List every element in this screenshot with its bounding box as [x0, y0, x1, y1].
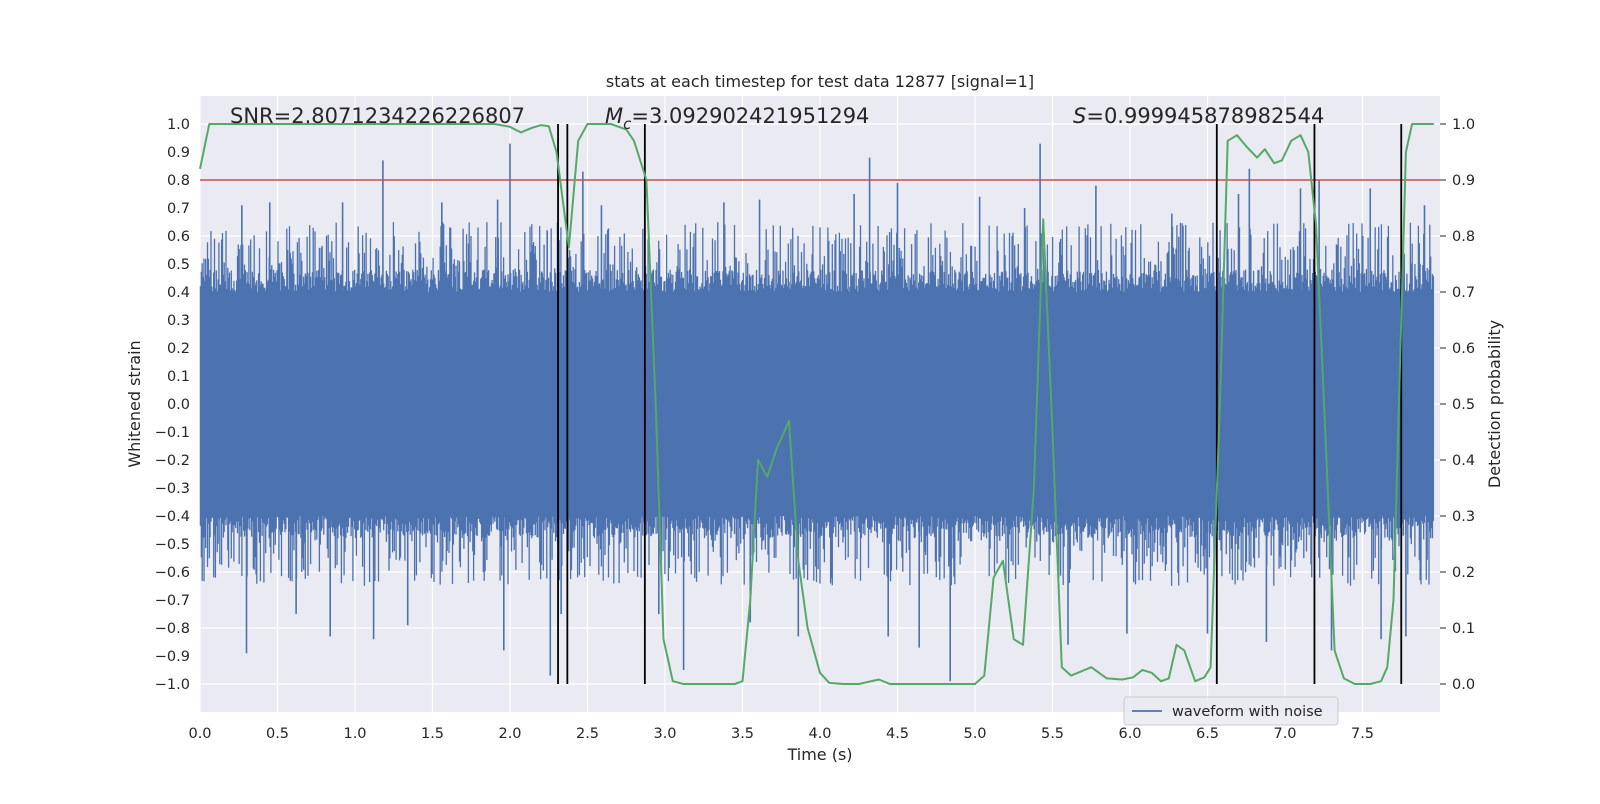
legend-label: waveform with noise	[1172, 704, 1323, 720]
y-tick-label: −0.6	[155, 565, 190, 581]
y-tick-label: 0.7	[167, 201, 190, 217]
y-tick-labels: 1.0 0.9 0.8 0.7 0.6 0.5 0.4 0.3 0.2 0.1 0.0 −0.1 −0.…	[155, 117, 190, 693]
x-tick-label: 0.0	[188, 726, 211, 742]
chart-title: stats at each timestep for test data 128…	[606, 72, 1034, 91]
x-tick-label: 1.5	[421, 726, 444, 742]
y2-axis-label: Detection probability	[1485, 320, 1504, 488]
y-tick-label: 0.9	[167, 145, 190, 161]
y-tick-label: −0.9	[155, 649, 190, 665]
vertical-lines-layer	[557, 124, 1403, 684]
y-tick-label: 0.5	[167, 257, 190, 273]
x-tick-label: 0.5	[266, 726, 289, 742]
y2-tick-label: 0.5	[1452, 397, 1475, 413]
chirp-mass-symbol: M	[605, 104, 623, 128]
y2-tick-label: 0.9	[1452, 173, 1475, 189]
y-tick-label: −1.0	[155, 677, 190, 693]
y-tick-label: −0.2	[155, 453, 190, 469]
x-tick-label: 3.0	[653, 726, 676, 742]
x-tick-label: 5.5	[1041, 726, 1064, 742]
y-tick-label: −0.1	[155, 425, 190, 441]
waveform-noise-layer	[199, 143, 1435, 682]
y2-tick-label: 0.6	[1452, 341, 1475, 357]
y-tick-label: 0.0	[167, 397, 190, 413]
legend-box	[1123, 696, 1339, 726]
y2-tick-label: 0.2	[1452, 565, 1475, 581]
x-tick-label: 7.5	[1351, 726, 1374, 742]
probability-layer	[199, 123, 1434, 685]
y-tick-label: 0.8	[167, 173, 190, 189]
x-tick-labels: 0.0 0.5 1.0 1.5 2.0 2.5 3.0 3.5 4.0 4.5 5.0 5.5 6.0 6…	[188, 726, 1374, 742]
y2-tick-label: 1.0	[1452, 117, 1475, 133]
y2-tick-label: 0.0	[1452, 677, 1475, 693]
chirp-mass-subscript: c	[623, 115, 632, 133]
y-axis-label: Whitened strain	[125, 340, 144, 467]
y2-tick-label: 0.3	[1452, 509, 1475, 525]
y-tick-label: 0.2	[167, 341, 190, 357]
y-tick-label: −0.5	[155, 537, 190, 553]
y2-tick-label: 0.8	[1452, 229, 1475, 245]
s-value: =0.999945878982544	[1086, 104, 1324, 128]
y2-tick-label: 0.1	[1452, 621, 1475, 637]
y-tick-label: −0.3	[155, 481, 190, 497]
x-tick-label: 1.0	[343, 726, 366, 742]
x-tick-label: 4.0	[808, 726, 831, 742]
x-tick-label: 5.0	[963, 726, 986, 742]
x-tick-label: 7.0	[1273, 726, 1296, 742]
y2-tick-label: 0.7	[1452, 285, 1475, 301]
s-symbol: S	[1073, 104, 1086, 128]
x-axis-label: Time (s)	[786, 745, 852, 764]
x-tick-label: 4.5	[886, 726, 909, 742]
snr-annotation: SNR=2.8071234226226807	[230, 104, 525, 128]
y-tick-label: 1.0	[167, 117, 190, 133]
chirp-mass-value: =3.092902421951294	[631, 104, 869, 128]
x-tick-label: 6.5	[1196, 726, 1219, 742]
y-tick-label: 0.3	[167, 313, 190, 329]
detection-probability-line	[199, 123, 1434, 685]
y-tick-label: −0.7	[155, 593, 190, 609]
y2-tick-labels: 1.0 0.9 0.8 0.7 0.6 0.5 0.4 0.3 0.2 0.1 0.0	[1440, 117, 1475, 693]
x-tick-label: 2.5	[576, 726, 599, 742]
y2-tick-label: 0.4	[1452, 453, 1475, 469]
waveform-noise-core	[200, 292, 1434, 516]
y-tick-label: −0.4	[155, 509, 190, 525]
chirp-mass-annotation: Mc=3.092902421951294	[605, 104, 869, 133]
y-tick-label: −0.8	[155, 621, 190, 637]
y-tick-label: 0.1	[167, 369, 190, 385]
x-tick-label: 6.0	[1118, 726, 1141, 742]
x-tick-label: 2.0	[498, 726, 521, 742]
legend: waveform with noise	[1123, 696, 1339, 726]
y-tick-label: 0.4	[167, 285, 190, 301]
x-tick-label: 3.5	[731, 726, 754, 742]
y-tick-label: 0.6	[167, 229, 190, 245]
s-annotation: S=0.999945878982544	[1073, 104, 1324, 128]
